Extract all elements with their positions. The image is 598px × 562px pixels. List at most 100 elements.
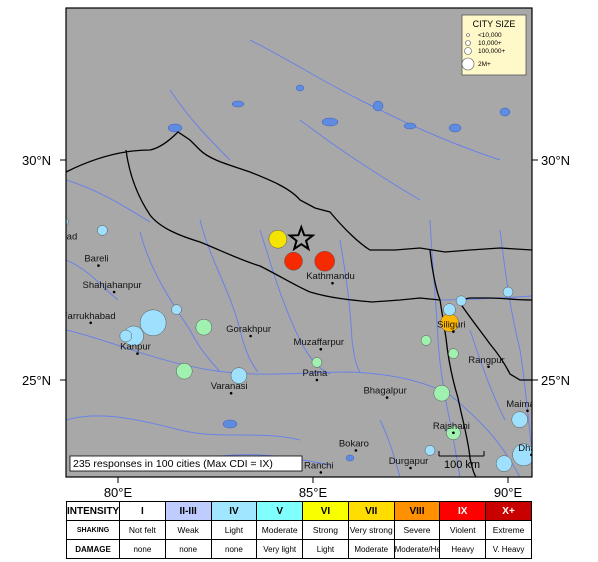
damage-cell: Heavy — [439, 539, 487, 559]
longitude-label: 85°E — [299, 485, 328, 500]
response-circle — [176, 362, 193, 380]
longitude-labels: 80°E 85°E 90°E — [104, 477, 523, 500]
epicenter-star — [287, 224, 316, 252]
shaking-cell: Not felt — [119, 520, 166, 540]
response-circle — [311, 357, 323, 368]
latitude-label: 30°N — [541, 153, 570, 168]
city-label: Rangpur — [468, 355, 504, 366]
city-label: Shahjahanpur — [83, 280, 142, 291]
shaking-cell: Moderate — [256, 520, 304, 540]
intensity-scale-table: INTENSITY I II-III IV V VI VII VIII IX X+ SHAKIN… — [66, 501, 532, 559]
response-circle — [139, 309, 167, 337]
response-circle — [424, 445, 436, 456]
city-size-legend-title: CITY SIZE — [473, 19, 516, 29]
city-label: Siliguri — [437, 320, 466, 331]
response-circles — [66, 217, 532, 472]
damage-row: DAMAGE none none none Very light Light Modera… — [66, 539, 532, 559]
city-size-legend: CITY SIZE <10,000 10,000+ 100,000+ 2M+ — [461, 14, 527, 76]
shaking-cell: Light — [210, 520, 258, 540]
city-label: Gorakhpur — [226, 324, 271, 335]
city-dot — [354, 449, 358, 452]
intensity-cell: V — [256, 501, 304, 521]
city-size-entry: 100,000+ — [478, 48, 505, 55]
response-circle — [314, 250, 335, 272]
response-circle — [97, 225, 108, 236]
city-dot — [452, 330, 455, 333]
city-dot — [385, 396, 389, 399]
city-label: Dhak — [518, 443, 540, 454]
city-label: Bhagalpur — [363, 386, 406, 397]
response-circle — [433, 384, 450, 402]
row-header-intensity: INTENSITY — [66, 501, 120, 521]
city-dot — [452, 431, 455, 435]
city-size-entry: 10,000+ — [478, 40, 502, 47]
city-label: Farrukhabad — [62, 311, 116, 322]
response-circle — [511, 411, 528, 428]
city-label: Ranchi — [304, 460, 334, 471]
lakes — [167, 84, 511, 462]
shaking-cell: Weak — [164, 520, 212, 540]
city-label: Kanpur — [120, 342, 151, 353]
city-dot — [409, 466, 412, 470]
latitude-label: 30°N — [22, 153, 51, 168]
damage-cell: Moderate/Heavy — [393, 539, 441, 559]
damage-cell: none — [119, 539, 166, 559]
response-circle — [420, 335, 432, 346]
city-dot — [97, 264, 100, 267]
intensity-cell: I — [119, 501, 166, 521]
shaking-cell: Violent — [439, 520, 487, 540]
city-dot — [249, 334, 252, 338]
shaking-cell: Strong — [302, 520, 349, 540]
city-label: Patna — [302, 368, 328, 379]
longitude-label: 90°E — [494, 485, 523, 500]
response-circle — [119, 329, 133, 343]
longitude-label: 80°E — [104, 485, 133, 500]
city-dot — [136, 352, 139, 355]
city-dot — [89, 321, 92, 325]
intensity-cell: IV — [210, 501, 258, 521]
shaking-cell: Extreme — [485, 520, 532, 540]
country-borders — [66, 131, 532, 477]
response-note: 235 responses in 100 cities (Max CDI = I… — [69, 455, 303, 472]
city-dot — [315, 378, 319, 382]
city-size-entry: 2M+ — [478, 61, 491, 68]
city-label: Durgapur — [389, 456, 429, 467]
intensity-cell: X+ — [485, 501, 532, 521]
city-dot — [229, 391, 233, 395]
city-label: Bareli — [84, 254, 108, 265]
city-label: Varanasi — [211, 381, 248, 392]
city-dot — [331, 281, 334, 285]
epicenter-star-icon — [287, 224, 316, 252]
latitude-labels: 30°N 30°N 25°N 25°N — [22, 153, 570, 388]
latitude-label: 25°N — [22, 373, 51, 388]
intensity-cell: VIII — [393, 501, 441, 521]
intensity-cell: II-III — [164, 501, 212, 521]
city-label: Bokaro — [339, 438, 369, 449]
response-circle — [455, 295, 467, 307]
response-circle — [512, 443, 532, 467]
city-markers: adabad Bareli Shahjahanpur Farrukhabad Kanpu… — [62, 232, 540, 474]
response-circle — [230, 367, 248, 384]
shaking-cell: Very strong — [347, 520, 395, 540]
map-frame — [65, 7, 533, 478]
damage-cell: Moderate — [347, 539, 395, 559]
city-dot — [112, 290, 116, 294]
intensity-map: adabad Bareli Shahjahanpur Farrukhabad Kanpu… — [22, 7, 570, 500]
shaking-cell: Severe — [393, 520, 441, 540]
damage-cell: V. Heavy — [485, 539, 532, 559]
damage-cell: Very light — [256, 539, 304, 559]
damage-cell: none — [164, 539, 212, 559]
response-circle — [268, 229, 288, 249]
response-circle — [66, 217, 69, 227]
scale-bar-label: 100 km — [444, 459, 480, 471]
intensity-row: INTENSITY I II-III IV V VI VII VIII IX X+ — [66, 501, 532, 521]
city-dot — [487, 365, 490, 369]
intensity-cell: VII — [347, 501, 395, 521]
city-dot — [526, 409, 529, 413]
city-label: Muzaffarpur — [294, 337, 345, 348]
city-size-entry: <10,000 — [478, 32, 502, 39]
city-label: Rajshahi — [433, 421, 470, 432]
latitude-label: 25°N — [541, 373, 570, 388]
city-label: Kathmandu — [306, 271, 355, 282]
damage-cell: none — [210, 539, 258, 559]
